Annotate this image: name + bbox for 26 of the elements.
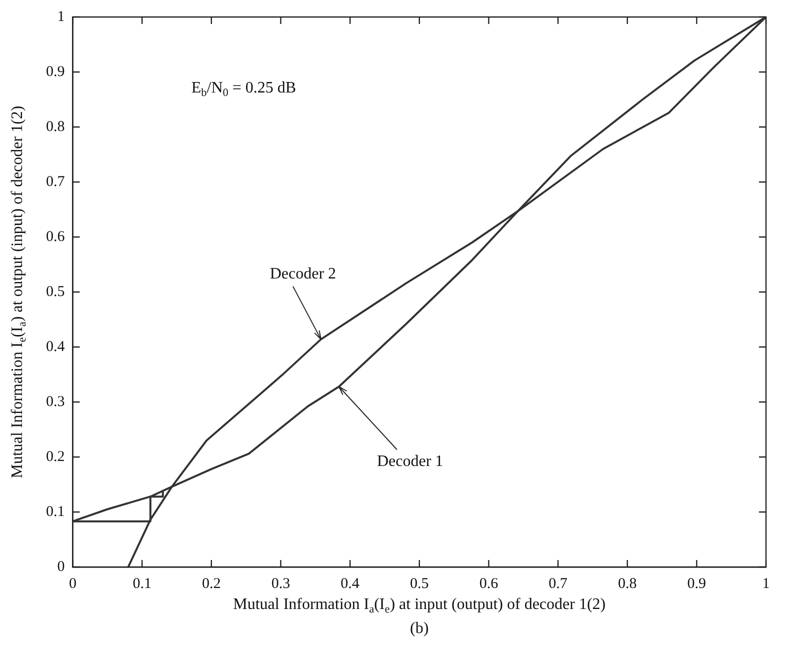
annotation: Decoder 1 (376, 452, 444, 470)
x-tick-label: 0.6 (479, 576, 499, 592)
y-tick-label: 1 (57, 8, 65, 25)
x-tick-label: 0.3 (271, 576, 290, 592)
x-tick-label: 0.4 (340, 576, 360, 592)
y-tick-label: 0.5 (46, 284, 65, 300)
x-tick-label: 0.9 (687, 576, 706, 592)
x-tick-label: 0.7 (548, 576, 568, 592)
x-tick-label: 1 (762, 576, 770, 592)
y-tick-label: 0.8 (46, 118, 65, 135)
y-tick-label: 0.1 (46, 504, 65, 520)
y-axis-title: Mutual Information Ie(Ia) at output (input) of decoder 1(2) (9, 106, 29, 478)
y-tick-label: 0.4 (46, 338, 66, 355)
x-tick-label: 0.8 (618, 576, 637, 592)
y-tick-label: 0.7 (46, 174, 66, 190)
y-tick-label: 0.3 (46, 394, 65, 410)
x-tick-label: 0 (69, 576, 76, 592)
y-tick-label: 0.9 (46, 64, 65, 80)
y-tick-label: 0.2 (46, 448, 65, 465)
y-tick-label: 0.6 (46, 228, 66, 245)
x-tick-label: 0.1 (132, 576, 152, 592)
annotation: Decoder 2 (270, 266, 336, 283)
x-tick-label: 0.5 (410, 576, 429, 592)
text: (b) (410, 620, 429, 638)
x-tick-label: 0.2 (202, 576, 221, 592)
y-tick-label: 0 (57, 558, 65, 575)
